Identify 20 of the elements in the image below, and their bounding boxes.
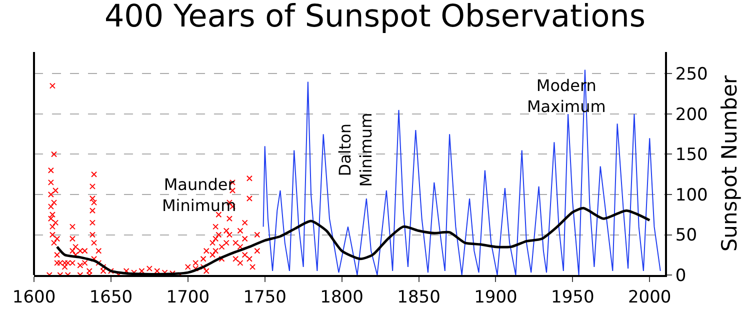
annotation: Maunder Minimum	[162, 175, 236, 215]
x-tick-label: 2000	[628, 287, 672, 308]
line-series	[262, 69, 661, 275]
x-tick-label: 1600	[12, 287, 56, 308]
annotation: Dalton Minimum	[336, 112, 376, 187]
x-tick-label: 1950	[551, 287, 594, 308]
x-tick-label: 1900	[474, 287, 518, 308]
x-tick-label: 1850	[397, 287, 440, 308]
y-tick-label: 100	[675, 185, 708, 206]
y-axis-title: Sunspot Number	[718, 74, 742, 252]
y-tick-label: 200	[675, 104, 708, 125]
y-tick-label: 150	[675, 145, 708, 166]
x-tick-label: 1800	[320, 287, 364, 308]
chart-title: 400 Years of Sunspot Observations	[104, 0, 646, 34]
y-tick-label: 250	[675, 64, 708, 85]
x-tick-label: 1750	[243, 287, 286, 308]
y-tick-label: 0	[675, 266, 686, 286]
y-tick-label: 50	[675, 226, 698, 246]
x-tick-label: 1650	[89, 287, 133, 308]
x-tick-label: 1700	[166, 287, 210, 308]
